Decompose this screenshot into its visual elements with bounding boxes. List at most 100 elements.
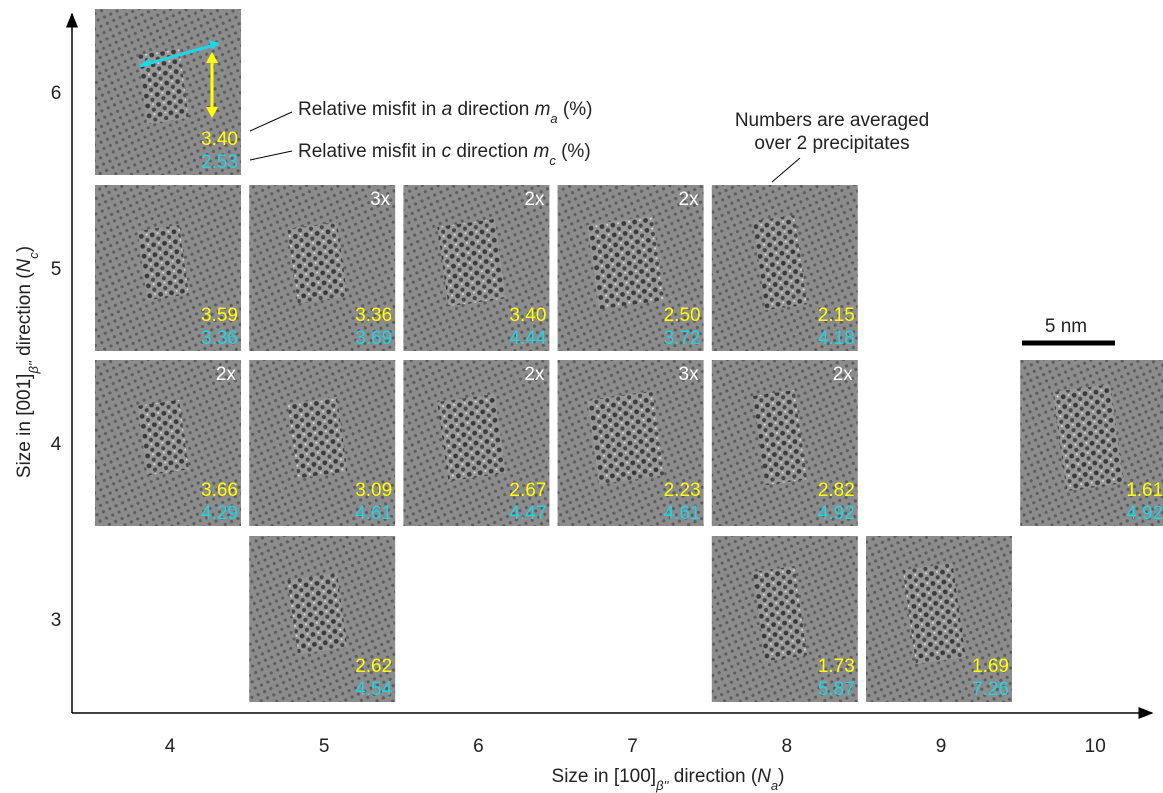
y-tick-label: 6 — [51, 83, 62, 104]
count-label: 2x — [833, 364, 854, 385]
tem-panel: 2.674.47 2x — [403, 360, 550, 526]
legend-text: direction — [452, 99, 534, 120]
misfit-a: 2.82 — [818, 480, 855, 501]
misfit-a: 2.62 — [355, 656, 392, 677]
precipitate — [137, 400, 189, 476]
misfit-c: 4.29 — [201, 503, 238, 524]
tem-panel: 2.503.72 2x — [557, 185, 704, 351]
misfit-a: 3.09 — [355, 480, 392, 501]
tem-panel: 2.234.61 3x — [557, 360, 704, 526]
precipitate — [137, 225, 189, 301]
y-tick-label: 4 — [51, 434, 62, 455]
precipitate — [752, 390, 808, 486]
x-tick-label: 8 — [782, 736, 793, 757]
label-variable: N — [757, 766, 771, 787]
precipitate — [437, 393, 506, 482]
label-subscript: a — [771, 778, 778, 793]
arrow-head — [138, 40, 220, 67]
averaging-note: over 2 precipitates — [754, 133, 909, 154]
legend-variable: m — [535, 99, 551, 120]
misfit-c: 4.61 — [355, 503, 392, 524]
label-text: ) — [778, 766, 784, 787]
misfit-a: 3.59 — [201, 305, 238, 326]
misfit-c: 4.47 — [509, 503, 546, 524]
label-text: direction ( — [14, 272, 35, 361]
misfit-c: 4.92 — [1126, 503, 1163, 524]
annotations: Relative misfit in a direction ma (%)Rel… — [249, 99, 1115, 346]
misfit-a: 1.69 — [972, 656, 1009, 677]
scale-bar-label: 5 nm — [1045, 316, 1087, 337]
precipitate — [752, 215, 808, 311]
legend-variable: a — [442, 99, 453, 120]
legend-variable: c — [442, 141, 452, 162]
misfit-a: 2.23 — [664, 480, 701, 501]
legend-text: Relative misfit in — [298, 99, 442, 120]
misfit-c: 4.18 — [818, 328, 855, 349]
misfit-c: 3.72 — [664, 328, 701, 349]
leader-line — [249, 150, 293, 161]
leader-line — [249, 111, 293, 132]
precipitate — [587, 215, 665, 310]
tem-panel: 1.614.92 — [1020, 360, 1163, 526]
tem-panel: 2.154.18 — [711, 185, 858, 351]
label-subscript: β'' — [26, 361, 41, 375]
misfit-c: 4.92 — [818, 503, 855, 524]
tem-panel: 1.735.87 — [711, 536, 858, 702]
precipitate — [587, 390, 665, 485]
precipitate — [437, 218, 506, 307]
tem-panel: 3.094.61 — [249, 360, 396, 526]
count-label: 2x — [524, 189, 545, 210]
label-text: Size in [100] — [552, 766, 657, 787]
tem-panel: 2.624.54 — [249, 536, 396, 702]
misfit-a: 3.40 — [509, 305, 546, 326]
misfit-a: 2.50 — [664, 305, 701, 326]
misfit-a: 3.40 — [201, 129, 238, 150]
misfit-c: 5.87 — [818, 679, 855, 700]
misfit-c: 4.44 — [509, 328, 546, 349]
misfit-c: 2.53 — [201, 152, 238, 173]
tem-panel: 1.697.26 — [866, 536, 1012, 702]
misfit-a: 2.67 — [509, 480, 546, 501]
misfit-a: 3.36 — [355, 305, 392, 326]
misfit-a: 1.61 — [1126, 480, 1163, 501]
legend-variable: m — [533, 141, 549, 162]
count-label: 3x — [679, 364, 700, 385]
misfit-c: 3.36 — [201, 328, 238, 349]
precipitate — [287, 222, 348, 304]
tem-panel: 3.664.29 2x — [95, 360, 241, 526]
panels: 3.402.533.593.363.363.693x3.404.442x2.50… — [95, 9, 1163, 702]
count-label: 2x — [679, 189, 700, 210]
misfit-legend: Relative misfit in a direction ma (%) — [298, 99, 592, 126]
label-subscript: β'' — [655, 778, 669, 793]
x-tick-label: 6 — [473, 736, 484, 757]
label-subscript: c — [26, 252, 41, 259]
x-tick-label: 7 — [627, 736, 638, 757]
misfit-a: 1.73 — [818, 656, 855, 677]
legend-subscript: a — [550, 111, 557, 126]
y-tick-label: 3 — [51, 610, 62, 631]
precipitate — [1052, 384, 1125, 492]
x-axis-title: Size in [100]β'' direction (Na) — [552, 766, 785, 793]
legend-subscript: c — [549, 153, 556, 168]
legend-text: (%) — [558, 99, 593, 120]
precipitate — [902, 563, 966, 665]
misfit-a: 2.15 — [818, 305, 855, 326]
misfit-a: 3.66 — [201, 480, 238, 501]
tem-panel: 3.363.69 3x — [249, 185, 396, 351]
label-text: Size in [001] — [14, 374, 35, 479]
tem-panel: 3.593.36 — [95, 185, 241, 351]
legend-text: direction — [451, 141, 533, 162]
x-tick-label: 5 — [319, 736, 330, 757]
precipitate — [752, 566, 808, 662]
count-label: 2x — [524, 364, 545, 385]
averaging-note: Numbers are averaged — [735, 110, 929, 131]
precipitate — [137, 49, 189, 125]
misfit-c: 7.26 — [972, 679, 1009, 700]
legend-text: Relative misfit in — [298, 141, 442, 162]
y-tick-label: 5 — [51, 259, 62, 280]
misfit-c: 3.69 — [355, 328, 392, 349]
legend-text: (%) — [556, 141, 591, 162]
tem-panel: 2.824.92 2x — [711, 360, 858, 526]
